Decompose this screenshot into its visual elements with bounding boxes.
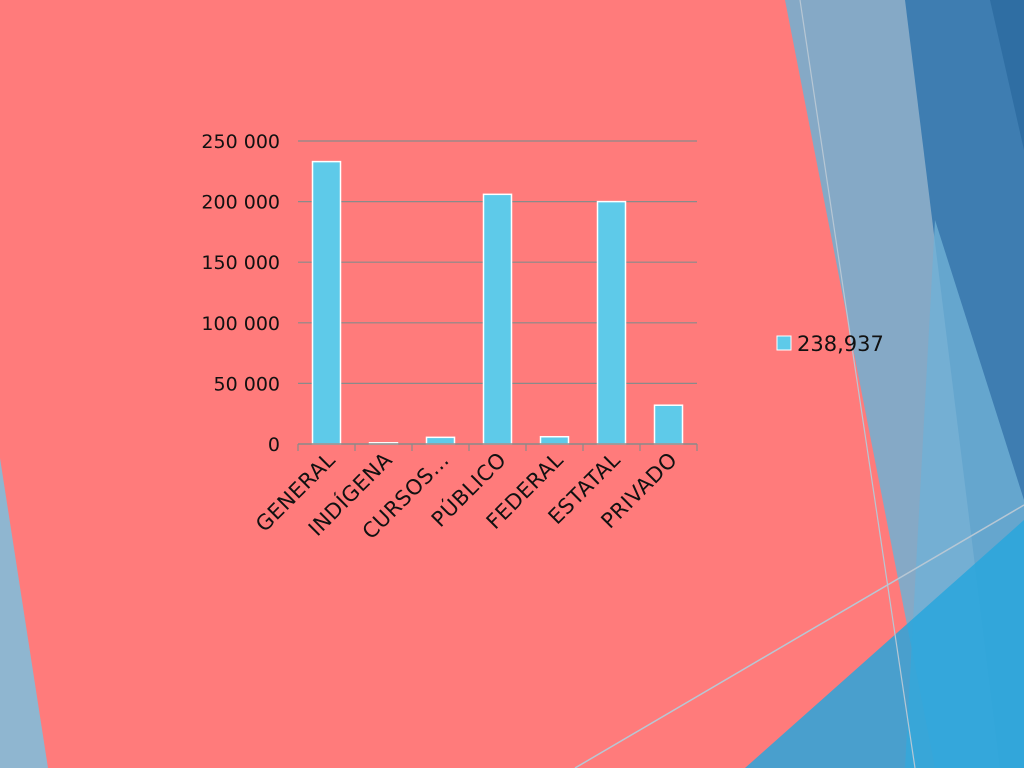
y-tick-label: 0 [268,434,280,456]
y-tick-label: 250 000 [201,131,280,153]
legend: 238,937 [776,332,884,356]
bar [596,200,627,445]
y-axis-tick-labels: 0 50 000 100 000 150 000 200 000 250 000 [201,131,280,456]
legend-label: 238,937 [797,332,884,356]
left-corner-shape [0,458,48,768]
bar [311,160,342,445]
y-tick-label: 150 000 [201,252,280,274]
bottom-right-shape [745,520,1024,768]
legend-swatch [776,335,792,351]
bar [539,435,570,445]
y-tick-label: 100 000 [201,313,280,335]
bar [482,193,513,445]
bar-series [311,160,684,445]
x-axis [297,443,698,451]
bar [425,436,456,445]
y-tick-label: 50 000 [214,373,280,395]
decorative-line-diagonal [574,504,1024,768]
decorative-line-steep [799,0,916,768]
y-tick-label: 200 000 [201,192,280,214]
bar [653,404,684,445]
top-right-strip [990,0,1024,150]
